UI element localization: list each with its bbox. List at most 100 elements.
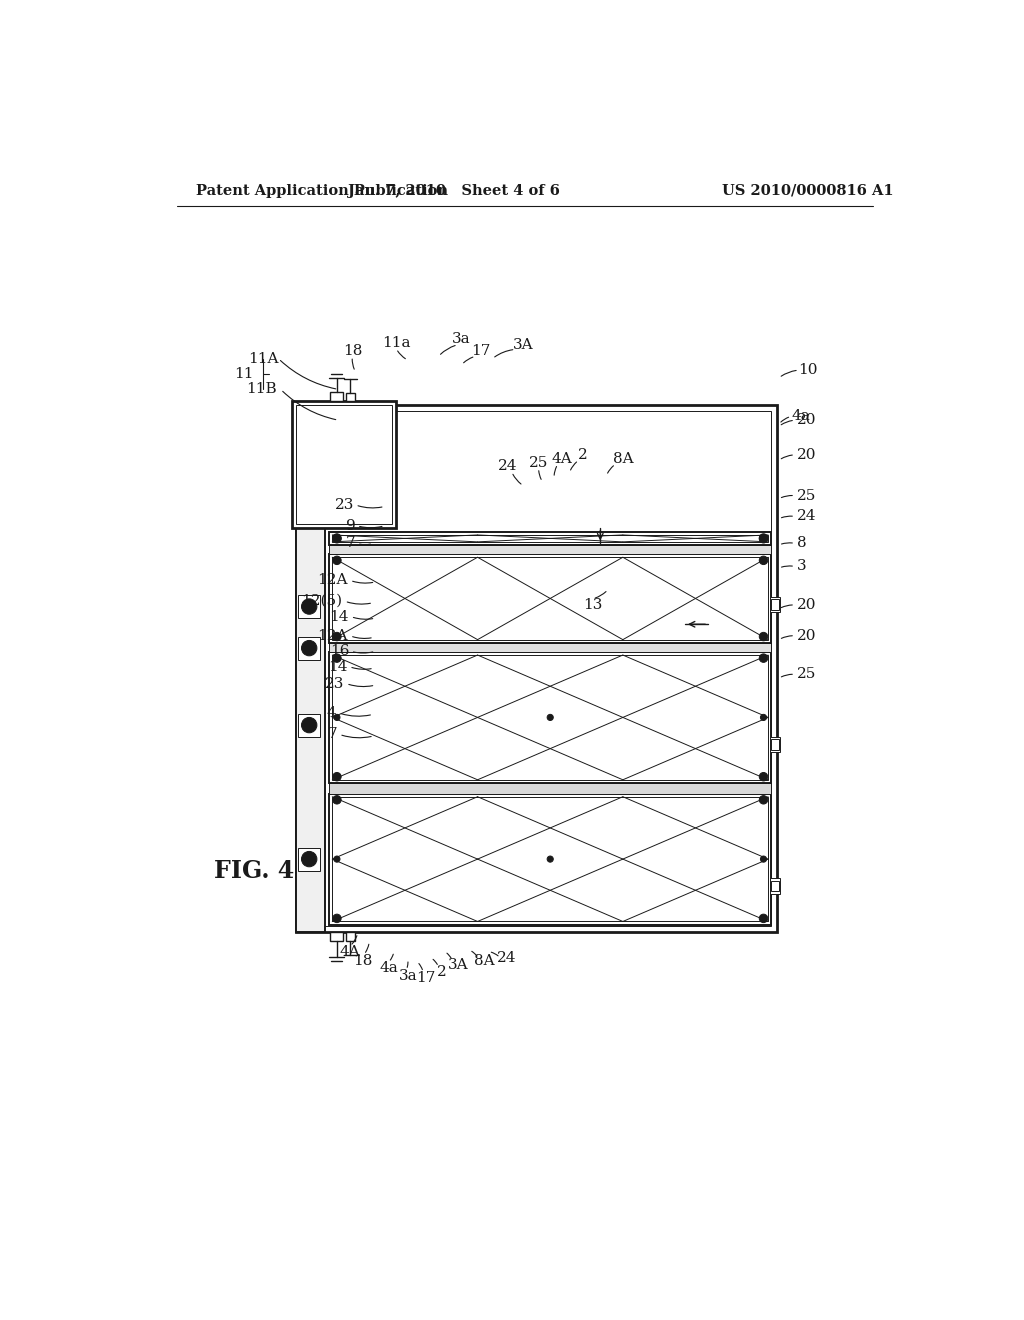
Bar <box>296 405 392 524</box>
Text: 3A: 3A <box>513 338 534 351</box>
Circle shape <box>759 556 768 565</box>
Text: 7: 7 <box>328 727 337 742</box>
Bar <box>298 595 319 618</box>
Text: 12A: 12A <box>317 628 348 643</box>
Circle shape <box>761 857 767 862</box>
Text: 4A: 4A <box>340 945 360 958</box>
Text: 10: 10 <box>799 363 818 378</box>
Text: 9: 9 <box>346 519 355 533</box>
Circle shape <box>301 640 316 656</box>
Circle shape <box>333 533 341 543</box>
Text: 25: 25 <box>797 668 816 681</box>
Circle shape <box>759 535 768 543</box>
Circle shape <box>333 915 341 923</box>
Text: 3A: 3A <box>447 958 468 973</box>
Text: 23: 23 <box>335 498 354 512</box>
Bar <box>333 797 768 921</box>
Text: 11: 11 <box>234 367 254 381</box>
Text: 3: 3 <box>797 560 806 573</box>
Text: 24: 24 <box>498 459 517 474</box>
Bar <box>296 405 326 932</box>
Bar <box>330 793 771 924</box>
Circle shape <box>547 857 553 862</box>
Circle shape <box>301 851 316 867</box>
Text: 7: 7 <box>346 536 355 550</box>
Text: 4a: 4a <box>792 409 810 424</box>
Text: 8: 8 <box>797 536 806 550</box>
Text: 4A: 4A <box>551 451 572 466</box>
Text: 2: 2 <box>437 965 446 979</box>
Text: 13: 13 <box>583 598 602 612</box>
Text: 25: 25 <box>797 488 816 503</box>
Text: 20: 20 <box>797 628 816 643</box>
Circle shape <box>759 533 768 543</box>
Circle shape <box>301 718 316 733</box>
Circle shape <box>334 714 340 721</box>
Circle shape <box>305 855 313 863</box>
Circle shape <box>547 714 553 721</box>
Circle shape <box>759 772 768 781</box>
Bar <box>346 932 355 941</box>
Bar <box>346 393 355 401</box>
Bar <box>330 545 771 554</box>
Bar <box>302 411 771 927</box>
Bar <box>770 878 780 894</box>
Text: 11a: 11a <box>382 337 411 350</box>
Text: 20: 20 <box>797 413 816 428</box>
Text: 4a: 4a <box>379 961 398 975</box>
Bar <box>298 636 319 660</box>
Text: 20: 20 <box>797 598 816 612</box>
Circle shape <box>333 653 341 663</box>
Circle shape <box>305 603 313 610</box>
Text: 23: 23 <box>326 677 345 690</box>
Circle shape <box>333 772 341 781</box>
Text: 17: 17 <box>471 345 490 358</box>
Bar <box>771 599 779 610</box>
Bar <box>298 847 319 871</box>
Text: 12A: 12A <box>317 573 348 587</box>
Bar <box>296 405 777 932</box>
Bar <box>330 643 771 652</box>
Text: 20: 20 <box>797 447 816 462</box>
Text: 11A: 11A <box>248 351 279 366</box>
Circle shape <box>333 796 341 804</box>
Bar <box>333 557 768 640</box>
Bar <box>330 554 771 643</box>
Bar <box>331 932 343 941</box>
Text: 14: 14 <box>329 660 348 673</box>
Text: FIG. 4: FIG. 4 <box>214 858 294 883</box>
Text: 8A: 8A <box>613 451 634 466</box>
Text: 14: 14 <box>329 610 348 623</box>
Circle shape <box>305 721 313 729</box>
Bar <box>331 392 343 401</box>
Circle shape <box>759 653 768 663</box>
Circle shape <box>761 714 767 721</box>
Text: 17: 17 <box>417 972 436 986</box>
Circle shape <box>333 535 341 543</box>
Bar <box>333 535 768 543</box>
Text: 24: 24 <box>497 950 516 965</box>
Text: Patent Application Publication: Patent Application Publication <box>196 183 449 198</box>
Text: 18: 18 <box>353 954 373 968</box>
Text: 2: 2 <box>578 447 588 462</box>
Text: 25: 25 <box>529 455 548 470</box>
Circle shape <box>333 632 341 640</box>
Circle shape <box>334 857 340 862</box>
Text: 4: 4 <box>327 706 336 719</box>
Circle shape <box>301 599 316 614</box>
Text: 16: 16 <box>330 644 349 659</box>
Text: 18: 18 <box>343 345 362 358</box>
Text: 24: 24 <box>797 510 816 524</box>
Bar <box>333 655 768 780</box>
Circle shape <box>333 556 341 565</box>
Text: 11B: 11B <box>246 383 276 396</box>
Bar <box>292 401 396 528</box>
Bar <box>330 652 771 783</box>
Circle shape <box>759 632 768 640</box>
Bar <box>770 597 780 612</box>
Text: 8A: 8A <box>474 954 495 968</box>
Circle shape <box>759 796 768 804</box>
Text: 3a: 3a <box>398 969 417 983</box>
Bar <box>298 714 319 737</box>
Text: Jan. 7, 2010   Sheet 4 of 6: Jan. 7, 2010 Sheet 4 of 6 <box>348 183 560 198</box>
